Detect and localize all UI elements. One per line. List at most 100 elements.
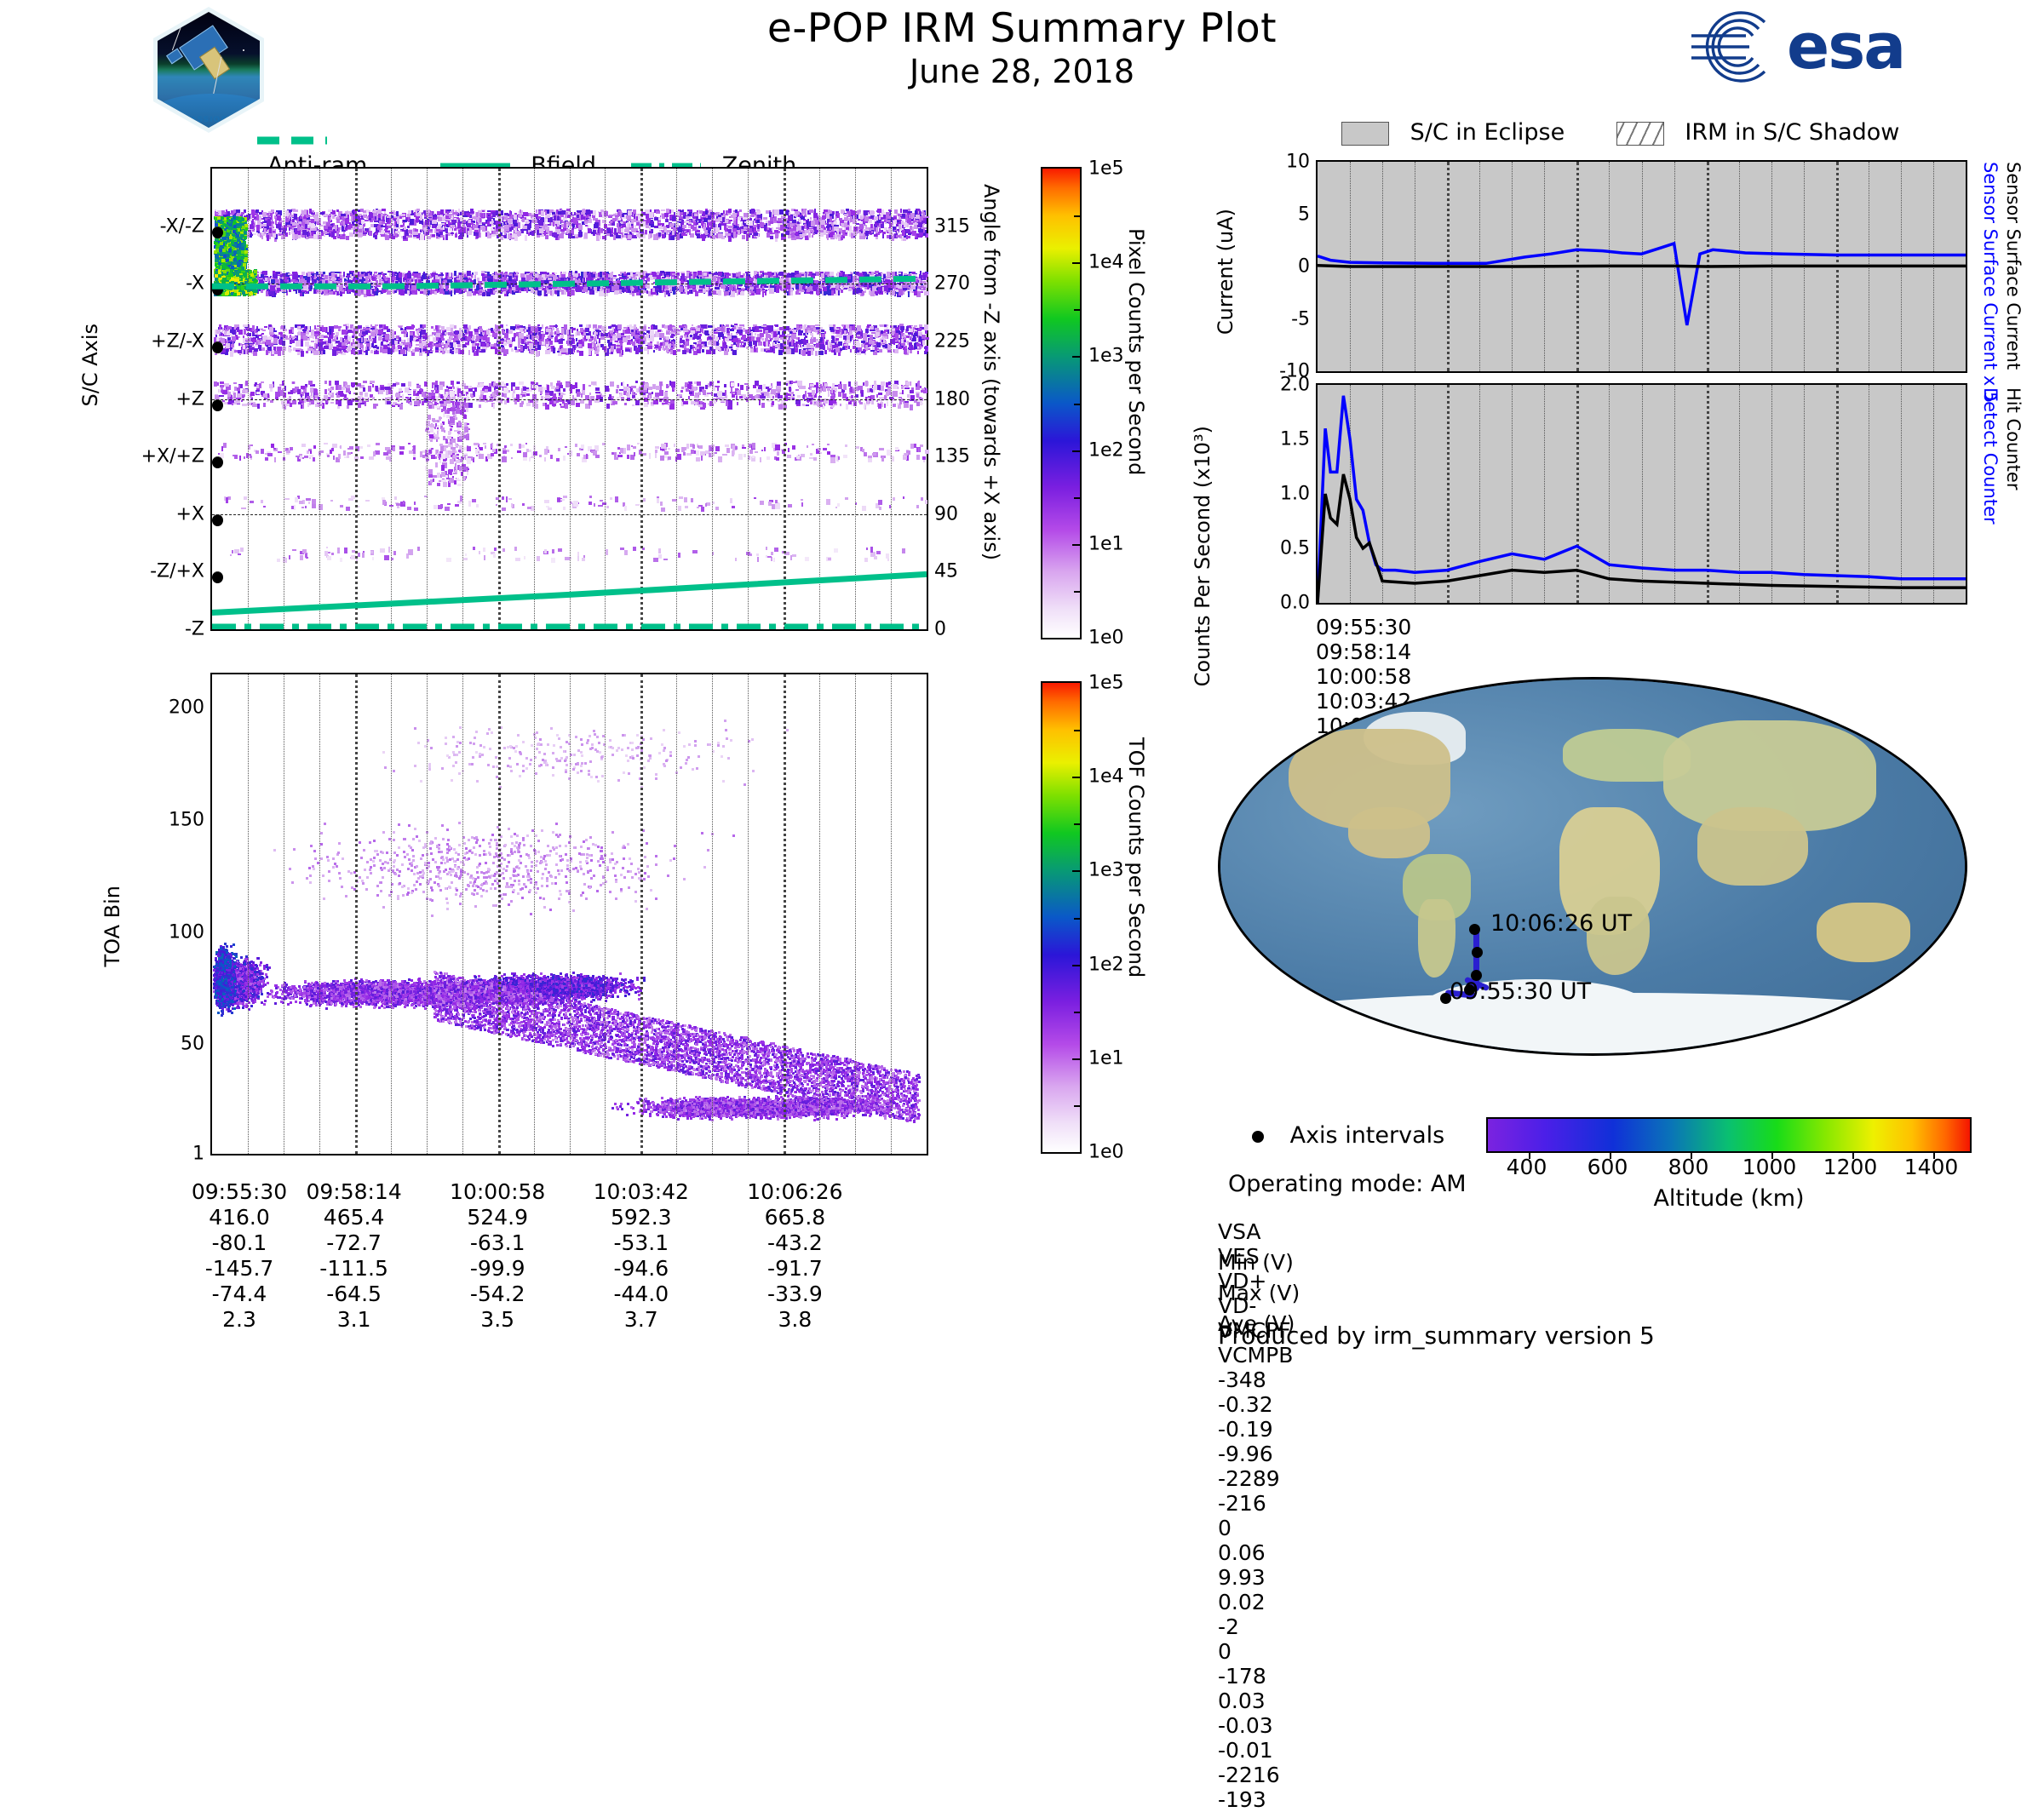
altitude-tick: 1000 (1743, 1155, 1797, 1179)
ephemeris-cell: 3.7 (624, 1307, 658, 1333)
voltage-cell: -0.32 (1218, 1392, 2010, 1417)
ephemeris-cell: -91.7 (767, 1256, 823, 1282)
colorbar-tick: 1e3 (1088, 860, 1124, 881)
voltage-col-header: VD+ (1218, 1269, 2010, 1293)
map-start-time-label: 09:55:30 UT (1450, 978, 1591, 1005)
spectrogram-ytick-left: +Z (175, 388, 204, 410)
footer-produced-by: Produced by irm_summary version 5 (1218, 1322, 1655, 1350)
series-hit-counter (1318, 474, 1966, 603)
voltage-col-header: VES (1218, 1244, 2010, 1269)
voltage-cell: -0.03 (1218, 1713, 2010, 1738)
spectrogram-plot: -X/-Z -X +Z/-X +Z +X/+Z +X -Z/+X -Z 315 270 225 18… (210, 167, 928, 631)
altitude-colorbar (1486, 1117, 1972, 1153)
voltage-cell: 0 (1218, 1516, 2010, 1540)
current-plot: 10 5 0 -5 -10 (1316, 160, 1967, 373)
voltage-cell: 0.03 (1218, 1689, 2010, 1713)
voltage-cell: -348 (1218, 1368, 2010, 1392)
axis-interval-dot-icon (1252, 1131, 1264, 1143)
shadow-hatch-icon (1616, 122, 1664, 146)
spectrogram-ytick-right: 225 (934, 330, 970, 352)
ephemeris-cell: -63.1 (470, 1230, 525, 1256)
spectrogram-ytick-right: 0 (934, 619, 946, 640)
ephemeris-cell: -111.5 (319, 1256, 388, 1282)
current-ytick: 10 (1286, 152, 1310, 173)
ephemeris-cell: 10:06:26 (747, 1179, 842, 1205)
colorbar-tick: 1e4 (1088, 766, 1124, 788)
ephemeris-cell: 3.1 (337, 1307, 371, 1333)
toa-ytick: 1 (192, 1144, 204, 1165)
tof-counts-colorbar: 1e5 1e4 1e3 1e2 1e1 1e0 (1041, 681, 1082, 1154)
spectrogram-ytick-left: +X (175, 503, 204, 525)
spectrogram-ytick-left: -Z (185, 619, 204, 640)
counts-ylabel: Counts Per Second (x10³) (1191, 426, 1214, 686)
series-sensor-surface-current (1318, 266, 1966, 267)
ephemeris-cell: -74.4 (212, 1282, 267, 1307)
counts-ytick: 1.5 (1280, 429, 1310, 450)
current-ylabel: Current (uA) (1214, 209, 1237, 335)
ephemeris-cell: 665.8 (765, 1205, 826, 1230)
voltage-row-label: Min (V) (1218, 1250, 1294, 1275)
spectrogram-ytick-right: 135 (934, 446, 970, 467)
toa-ytick: 200 (169, 697, 204, 719)
voltage-cell: -193 (1218, 1787, 2010, 1812)
esa-logo: esa (1686, 10, 1993, 83)
spectrogram-ytick-right: 45 (934, 561, 958, 582)
eclipse-swatch-icon (1341, 122, 1389, 146)
ephemeris-cell: 2.3 (222, 1307, 256, 1333)
toa-ytick: 50 (181, 1034, 204, 1055)
ephemeris-table: UT09:55:3009:58:1410:00:5810:03:4210:06:… (0, 1179, 1022, 1333)
ephemeris-cell: 10:03:42 (594, 1179, 689, 1205)
anti-ram-line-icon (256, 135, 329, 146)
tof-counts-colorbar-label: TOF Counts per Second (1124, 737, 1148, 978)
map-end-time-label: 10:06:26 UT (1490, 910, 1632, 937)
operating-mode-label: Operating mode: AM (1228, 1171, 1467, 1197)
voltage-cell: -2 (1218, 1614, 2010, 1639)
ephemeris-cell: -72.7 (326, 1230, 382, 1256)
ephemeris-cell: -54.2 (470, 1282, 525, 1307)
current-ytick: 5 (1298, 204, 1310, 225)
voltage-cell: -2289 (1218, 1466, 2010, 1491)
voltage-summary-table: VSA VES VD+ VD- VMCPF VCMPB Min (V) -348 -0.32 -0… (1218, 1219, 2010, 1322)
ephemeris-cell: 09:55:30 (192, 1179, 287, 1205)
voltage-cell: -178 (1218, 1664, 2010, 1689)
current-ytick: -5 (1291, 308, 1310, 330)
voltage-cell: -0.01 (1218, 1738, 2010, 1763)
eclipse-legend: S/C in Eclipse IRM in S/C Shadow (1341, 119, 1899, 146)
colorbar-tick: 1e0 (1088, 628, 1124, 649)
ephemeris-cell: 416.0 (209, 1205, 270, 1230)
spectrogram-ytick-left: -X/-Z (160, 215, 204, 237)
series-detect-counter (1318, 396, 1966, 603)
ephemeris-cell: 465.4 (324, 1205, 385, 1230)
pixel-counts-colorbar-label: Pixel Counts per Second (1124, 228, 1148, 475)
ephemeris-cell: -64.5 (326, 1282, 382, 1307)
spectrogram-ytick-right: 180 (934, 388, 970, 410)
voltage-cell: -9.96 (1218, 1442, 2010, 1466)
colorbar-tick: 1e2 (1088, 954, 1124, 975)
spectrogram-ylabel-left: S/C Axis (78, 324, 102, 407)
counts-ytick: 2.0 (1280, 375, 1310, 396)
right-time-tick: 09:58:14 (1316, 639, 1967, 664)
voltage-col-header: VD- (1218, 1293, 2010, 1318)
voltage-cell: -2216 (1218, 1763, 2010, 1787)
toa-bin-plot: 200 150 100 50 1 (210, 673, 928, 1155)
axis-intervals-legend: Axis intervals (1252, 1122, 1444, 1149)
voltage-cell: -216 (1218, 1491, 2010, 1516)
legend-label-shadow: IRM in S/C Shadow (1685, 119, 1899, 146)
colorbar-tick: 1e2 (1088, 439, 1124, 461)
voltage-cell: 0 (1218, 1639, 2010, 1664)
spectrogram-ylabel-right: Angle from -Z axis (towards +X axis) (979, 184, 1003, 610)
colorbar-tick: 1e3 (1088, 346, 1124, 367)
spectrogram-ytick-left: -Z/+X (150, 561, 204, 582)
colorbar-tick: 1e1 (1088, 1047, 1124, 1069)
voltage-cell: 0.02 (1218, 1590, 2010, 1614)
colorbar-tick: 1e4 (1088, 252, 1124, 273)
spectrogram-ytick-right: 90 (934, 503, 958, 525)
counts-ytick: 0.5 (1280, 538, 1310, 559)
altitude-colorbar-label: Altitude (km) (1486, 1185, 1972, 1212)
ephemeris-cell: 3.5 (480, 1307, 514, 1333)
current-right-label-black: Sensor Surface Current (2003, 162, 2024, 370)
altitude-tick: 1200 (1823, 1155, 1878, 1179)
toa-ytick: 150 (169, 810, 204, 831)
counts-series-lines (1318, 385, 1966, 603)
